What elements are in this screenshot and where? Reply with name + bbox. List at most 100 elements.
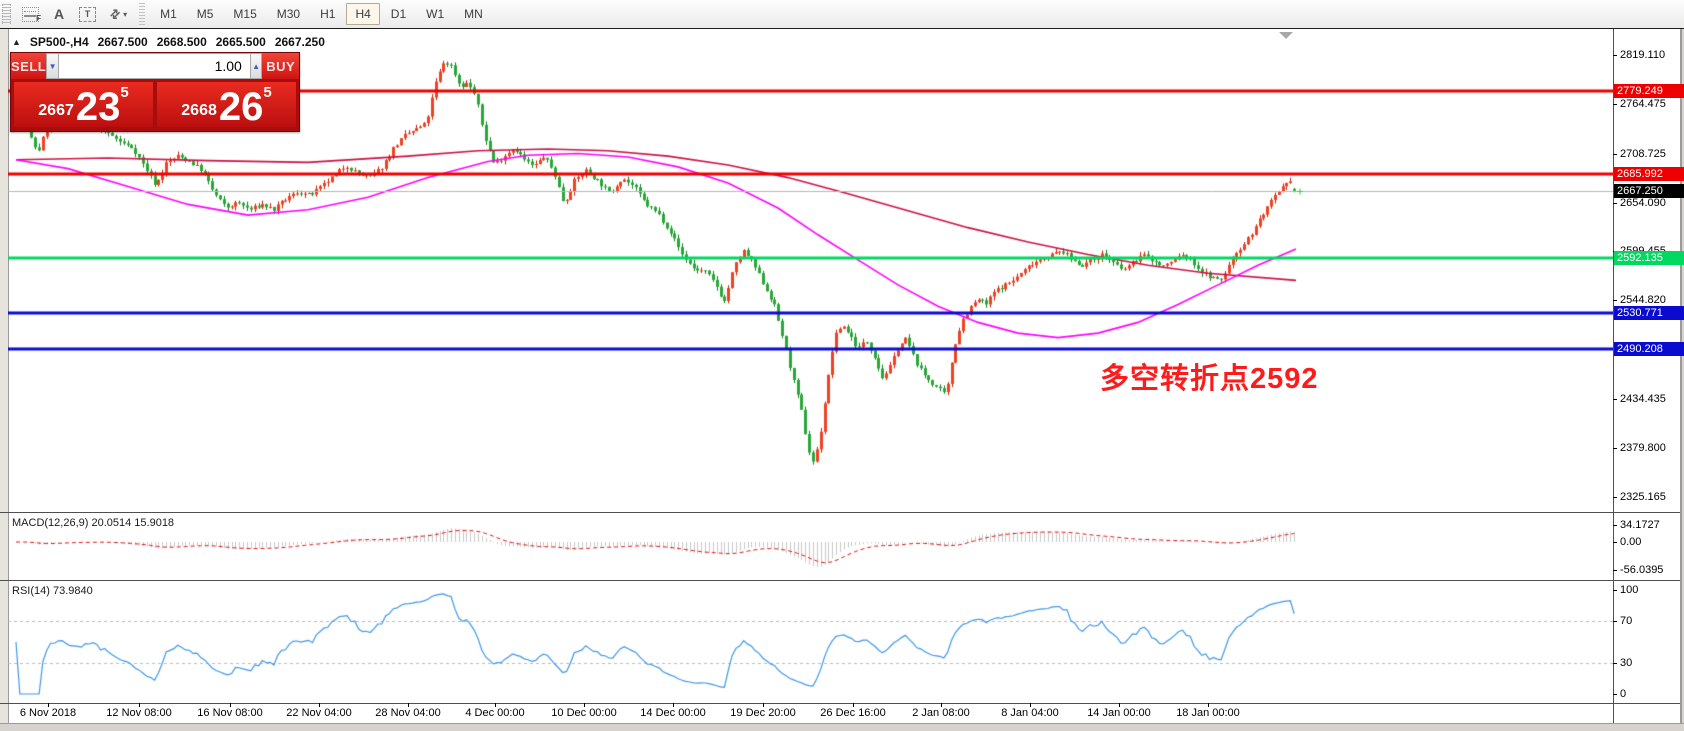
label-tool-button[interactable]: T (72, 2, 103, 26)
macd-scale-label: 34.1727 (1620, 518, 1660, 531)
fibonacci-icon: F (22, 6, 41, 23)
pane-divider-macd[interactable] (0, 512, 1682, 513)
price-tag: 2592.135 (1614, 250, 1684, 265)
chart-shift-marker-icon[interactable] (1279, 32, 1293, 39)
date-tick-mark (230, 703, 231, 707)
timeframe-button-W1[interactable]: W1 (426, 7, 445, 21)
date-tick-mark (48, 703, 49, 707)
date-tick-mark (495, 703, 496, 707)
text-icon: A (53, 6, 65, 22)
chart-title: ▲ SP500-,H4 2667.500 2668.500 2665.500 2… (12, 35, 325, 49)
rsi-scale-label: 30 (1620, 656, 1633, 669)
date-tick-mark (763, 703, 764, 707)
ohlc-high: 2668.500 (156, 35, 207, 49)
date-tick-label: 8 Jan 04:00 (1001, 707, 1059, 719)
rsi-scale-label: 0 (1620, 688, 1627, 700)
timeframe-button-MN[interactable]: MN (464, 7, 483, 21)
timeframe-button-H1[interactable]: H1 (320, 7, 336, 21)
date-tick-mark (941, 703, 942, 707)
arrow-down-icon: ▼ (48, 61, 57, 71)
macd-label: MACD(12,26,9) 20.0514 15.9018 (12, 517, 175, 529)
date-tick-mark (673, 703, 674, 707)
buy-button[interactable]: BUY (262, 53, 299, 79)
buy-price-prefix: 2668 (181, 102, 217, 119)
timeframe-button-M15[interactable]: M15 (233, 7, 257, 21)
timeframe-button-M5[interactable]: M5 (196, 7, 214, 21)
price-tag: 2667.250 (1614, 183, 1684, 198)
rsi-scale-label: 70 (1620, 615, 1633, 628)
date-tick-label: 19 Dec 20:00 (730, 707, 796, 719)
price-tick-mark (1613, 103, 1617, 105)
sell-button[interactable]: SELL (11, 53, 47, 79)
price-tick-label: 2544.820 (1620, 294, 1666, 307)
date-tick-label: 12 Nov 08:00 (106, 707, 172, 719)
label-icon: T (79, 6, 96, 22)
sell-price-quote[interactable]: 2667 23 5 (14, 82, 153, 127)
toolbar: F A T ⇄ ▾ M1 M5 M15 M30 H1 H4 D1 W1 MN (0, 0, 1684, 29)
macd-scale-tick (1613, 542, 1617, 543)
price-tag: 2685.992 (1614, 167, 1684, 182)
date-tick-label: 26 Dec 16:00 (820, 707, 886, 719)
date-tick-label: 28 Nov 04:00 (375, 707, 441, 719)
macd-indicator-canvas[interactable] (8, 514, 1613, 580)
price-tick-label: 2764.475 (1620, 97, 1666, 110)
rsi-scale-tick (1613, 694, 1617, 695)
fibonacci-tool-button[interactable]: F (15, 2, 46, 26)
ohlc-low: 2665.500 (215, 35, 266, 49)
text-tool-button[interactable]: A (46, 2, 72, 26)
price-tick-mark (1613, 447, 1617, 449)
sell-price-prefix: 2667 (38, 102, 74, 119)
timeframe-button-D1[interactable]: D1 (390, 7, 407, 21)
arrows-icon: ⇄ (106, 5, 124, 23)
rsi-indicator-canvas[interactable] (8, 581, 1613, 702)
price-tick-mark (1613, 496, 1617, 498)
one-click-trading-panel: SELL ▼ ▲ BUY 2667 23 5 2668 26 5 (10, 52, 300, 132)
rsi-scale-label: 100 (1620, 584, 1639, 596)
price-tick-label: 2379.800 (1620, 441, 1666, 454)
volume-input[interactable] (58, 53, 250, 79)
date-tick-label: 6 Nov 2018 (19, 707, 77, 719)
timeframe-button-M1[interactable]: M1 (160, 7, 177, 21)
symbol-period-label: SP500-,H4 (29, 35, 89, 49)
date-tick-label: 22 Nov 04:00 (286, 707, 352, 719)
window-right-border (1680, 29, 1682, 724)
price-tag: 2779.249 (1614, 83, 1684, 98)
date-tick-label: 10 Dec 00:00 (551, 707, 617, 719)
buy-price-quote[interactable]: 2668 26 5 (157, 82, 296, 127)
price-tick-mark (1613, 398, 1617, 400)
macd-scale-label: -56.0395 (1620, 563, 1664, 576)
arrows-tool-button[interactable]: ⇄ ▾ (103, 2, 134, 26)
collapse-panel-icon[interactable]: ▲ (12, 37, 21, 47)
price-tick-label: 2708.725 (1620, 147, 1666, 160)
timeframe-button-M30[interactable]: M30 (276, 7, 301, 21)
buy-price-sup: 5 (263, 84, 272, 101)
rsi-label: RSI(14) 73.9840 (12, 585, 93, 597)
ohlc-open: 2667.500 (97, 35, 148, 49)
chart-text-annotation: 多空转折点2592 (1100, 363, 1319, 395)
date-tick-mark (853, 703, 854, 707)
price-tag: 2530.771 (1614, 305, 1684, 320)
price-tick-label: 2434.435 (1620, 392, 1666, 405)
arrow-up-icon: ▲ (252, 61, 261, 71)
date-tick-label: 4 Dec 00:00 (465, 707, 525, 719)
rsi-scale-tick (1613, 590, 1617, 591)
toolbar-grip[interactable] (2, 4, 11, 24)
buy-price-big: 26 (218, 85, 264, 129)
price-tick-mark (1613, 202, 1617, 204)
pane-divider-rsi[interactable] (0, 580, 1682, 581)
macd-scale-tick (1613, 524, 1617, 526)
date-tick-label: 16 Nov 08:00 (197, 707, 263, 719)
date-tick-mark (1119, 703, 1120, 707)
volume-decrease-button[interactable]: ▼ (46, 53, 59, 79)
rsi-scale-tick (1613, 621, 1617, 623)
price-tag: 2490.208 (1614, 342, 1684, 357)
volume-increase-button[interactable]: ▲ (249, 53, 263, 79)
date-tick-label: 18 Jan 00:00 (1176, 707, 1240, 719)
date-tick-mark (408, 703, 409, 707)
window-bottom-margin (0, 724, 1684, 731)
date-tick-label: 14 Dec 00:00 (640, 707, 706, 719)
timeframe-button-H4[interactable]: H4 (346, 3, 380, 25)
toolbar-separator (139, 3, 146, 25)
timeframe-group: M1 M5 M15 M30 H1 H4 D1 W1 MN (150, 0, 493, 28)
